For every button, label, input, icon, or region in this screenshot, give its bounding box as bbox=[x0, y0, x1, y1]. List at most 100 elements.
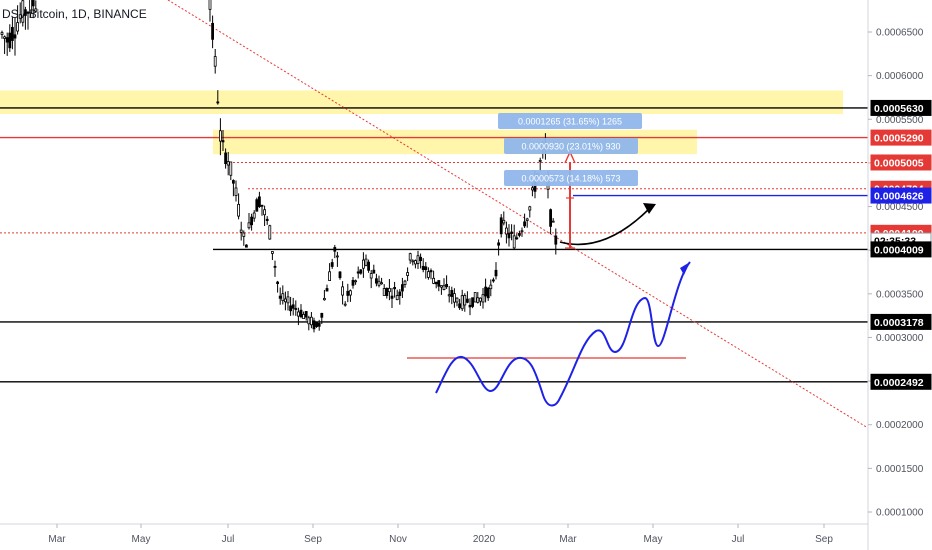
curved-arrowhead bbox=[643, 203, 656, 214]
candle-body bbox=[374, 278, 378, 284]
candle-body bbox=[452, 293, 456, 303]
candle-body bbox=[416, 255, 420, 264]
time-tick-label: May bbox=[132, 534, 151, 545]
candle-body bbox=[239, 229, 243, 233]
candle-body bbox=[406, 272, 410, 276]
candle-body bbox=[309, 316, 313, 326]
time-tick-label: Mar bbox=[559, 534, 577, 545]
candle-body bbox=[424, 266, 428, 270]
candle-body bbox=[351, 279, 355, 286]
candle-body bbox=[270, 251, 274, 254]
candle-body bbox=[411, 260, 415, 263]
highlight-zones bbox=[0, 90, 843, 155]
candle-body bbox=[10, 26, 14, 41]
candle-body bbox=[450, 289, 454, 297]
candle-body bbox=[525, 218, 529, 221]
candle-body bbox=[341, 286, 345, 296]
candle-body bbox=[419, 256, 423, 262]
price-tag bbox=[870, 129, 932, 146]
horizontal-levels bbox=[0, 107, 868, 383]
candle-body bbox=[476, 297, 480, 303]
candle-body bbox=[34, 8, 38, 12]
projection-arrowhead bbox=[680, 262, 690, 275]
candle-body bbox=[497, 242, 501, 246]
candle-body bbox=[268, 225, 272, 240]
candle-body bbox=[229, 161, 233, 176]
candle-body bbox=[221, 140, 225, 143]
candle-body bbox=[510, 231, 514, 234]
candle-body bbox=[377, 280, 381, 286]
price-tick-label: 0.0004500 bbox=[876, 202, 924, 213]
candle-body bbox=[322, 298, 326, 301]
candle-body bbox=[471, 297, 475, 307]
candle-body bbox=[455, 297, 459, 303]
candle-body bbox=[307, 317, 311, 325]
candle-body bbox=[328, 271, 332, 281]
candle-body bbox=[447, 294, 451, 297]
measure-label: 0.0000930 (23.01%) 930 bbox=[521, 142, 620, 152]
candle-body bbox=[26, 11, 30, 14]
candle-body bbox=[252, 212, 256, 219]
candle-body bbox=[335, 255, 339, 258]
candle-body bbox=[499, 217, 503, 235]
candle-body bbox=[481, 294, 485, 303]
candle-body bbox=[208, 0, 212, 10]
candle-body bbox=[463, 295, 467, 306]
candle-body bbox=[250, 216, 254, 226]
highlight-zone bbox=[0, 90, 843, 115]
candle-body bbox=[369, 273, 373, 279]
price-tick-label: 0.0005500 bbox=[876, 115, 924, 126]
candle-body bbox=[458, 303, 462, 309]
price-tag-label: 0.0003178 bbox=[874, 317, 924, 329]
measure-box bbox=[504, 138, 638, 154]
candle-body bbox=[367, 261, 371, 271]
candle-body bbox=[234, 187, 238, 196]
candle-body bbox=[3, 36, 6, 39]
price-tick-label: 0.0003500 bbox=[876, 289, 924, 300]
candle-body bbox=[393, 287, 397, 290]
candle-body bbox=[325, 288, 329, 292]
measure-box bbox=[498, 113, 642, 129]
price-tag-label: 0.0005630 bbox=[874, 103, 924, 115]
time-tick-label: 2020 bbox=[473, 534, 496, 545]
candle-body bbox=[468, 304, 472, 308]
measure-label: 0.0000573 (14.18%) 573 bbox=[521, 174, 620, 184]
candle-body bbox=[273, 265, 277, 268]
candle-body bbox=[439, 285, 443, 288]
price-tag-label: 0.0005005 bbox=[874, 157, 924, 169]
candle-body bbox=[242, 232, 246, 237]
candle-body bbox=[432, 277, 436, 284]
price-tick-label: 0.0001500 bbox=[876, 464, 924, 475]
candle-body bbox=[265, 218, 269, 221]
projection-wave bbox=[435, 261, 691, 407]
candle-body bbox=[491, 279, 495, 282]
measure-box bbox=[504, 170, 638, 186]
time-tick-label: Mar bbox=[48, 534, 66, 545]
candle-body bbox=[8, 32, 12, 49]
candle-body bbox=[23, 9, 27, 16]
candle-body bbox=[317, 322, 321, 327]
measure-labels-layer: 0.0001265 (31.65%) 1265 0.0000930 (23.01%… bbox=[498, 113, 642, 186]
price-tag-label: 0.0002492 bbox=[874, 377, 924, 389]
candle-body bbox=[507, 233, 511, 239]
time-tick-label: Jul bbox=[222, 534, 235, 545]
candle-body bbox=[296, 311, 300, 317]
candle-body bbox=[385, 287, 389, 296]
candle-body bbox=[291, 304, 295, 309]
candle-body bbox=[218, 130, 222, 142]
price-tag-label: 0.0005290 bbox=[874, 133, 924, 145]
candle-body bbox=[356, 271, 360, 274]
candle-body bbox=[346, 290, 350, 296]
candle-body bbox=[408, 253, 412, 261]
price-tick-label: 0.0001000 bbox=[876, 508, 924, 519]
price-tick-label: 0.0006000 bbox=[876, 71, 924, 82]
candle-body bbox=[372, 269, 376, 274]
time-axis: Mar May Jul Sep Nov 2020 Mar May Jul Sep bbox=[0, 523, 868, 545]
candle-body bbox=[523, 221, 526, 227]
candle-body bbox=[286, 296, 290, 304]
candle-body bbox=[333, 247, 337, 252]
price-tag bbox=[870, 241, 932, 258]
trendline bbox=[167, 0, 869, 429]
candle-body bbox=[528, 206, 532, 211]
